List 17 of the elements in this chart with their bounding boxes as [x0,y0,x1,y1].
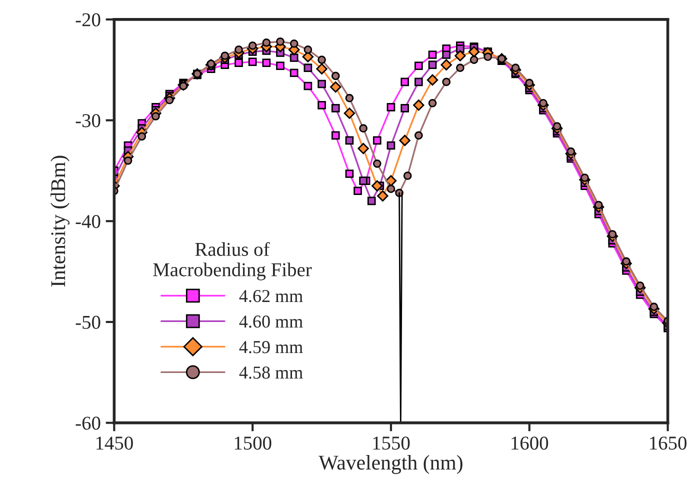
x-tick-label: 1650 [650,436,686,450]
legend-label: 4.62 mm [239,290,303,302]
x-tick-label: 1500 [234,436,272,450]
y-axis-title: Intensity (dBm) [50,156,70,287]
y-tick-label: -40 [76,214,100,228]
y-tick-label: -20 [76,13,100,26]
x-axis-title: Wavelength (nm) [318,455,462,474]
legend-label: 4.60 mm [239,315,303,328]
y-tick-label: -60 [76,416,100,430]
x-tick-label: 1550 [373,436,410,450]
legend-label: 4.58 mm [239,366,303,379]
x-tick-label: 1450 [96,436,133,450]
legend-title: Radius of Macrobending Fiber [153,242,312,280]
y-tick-label: -30 [76,114,100,128]
y-tick-label: -50 [76,316,100,329]
legend-label: 4.59 mm [239,341,303,354]
x-tick-label: 1600 [512,436,548,450]
